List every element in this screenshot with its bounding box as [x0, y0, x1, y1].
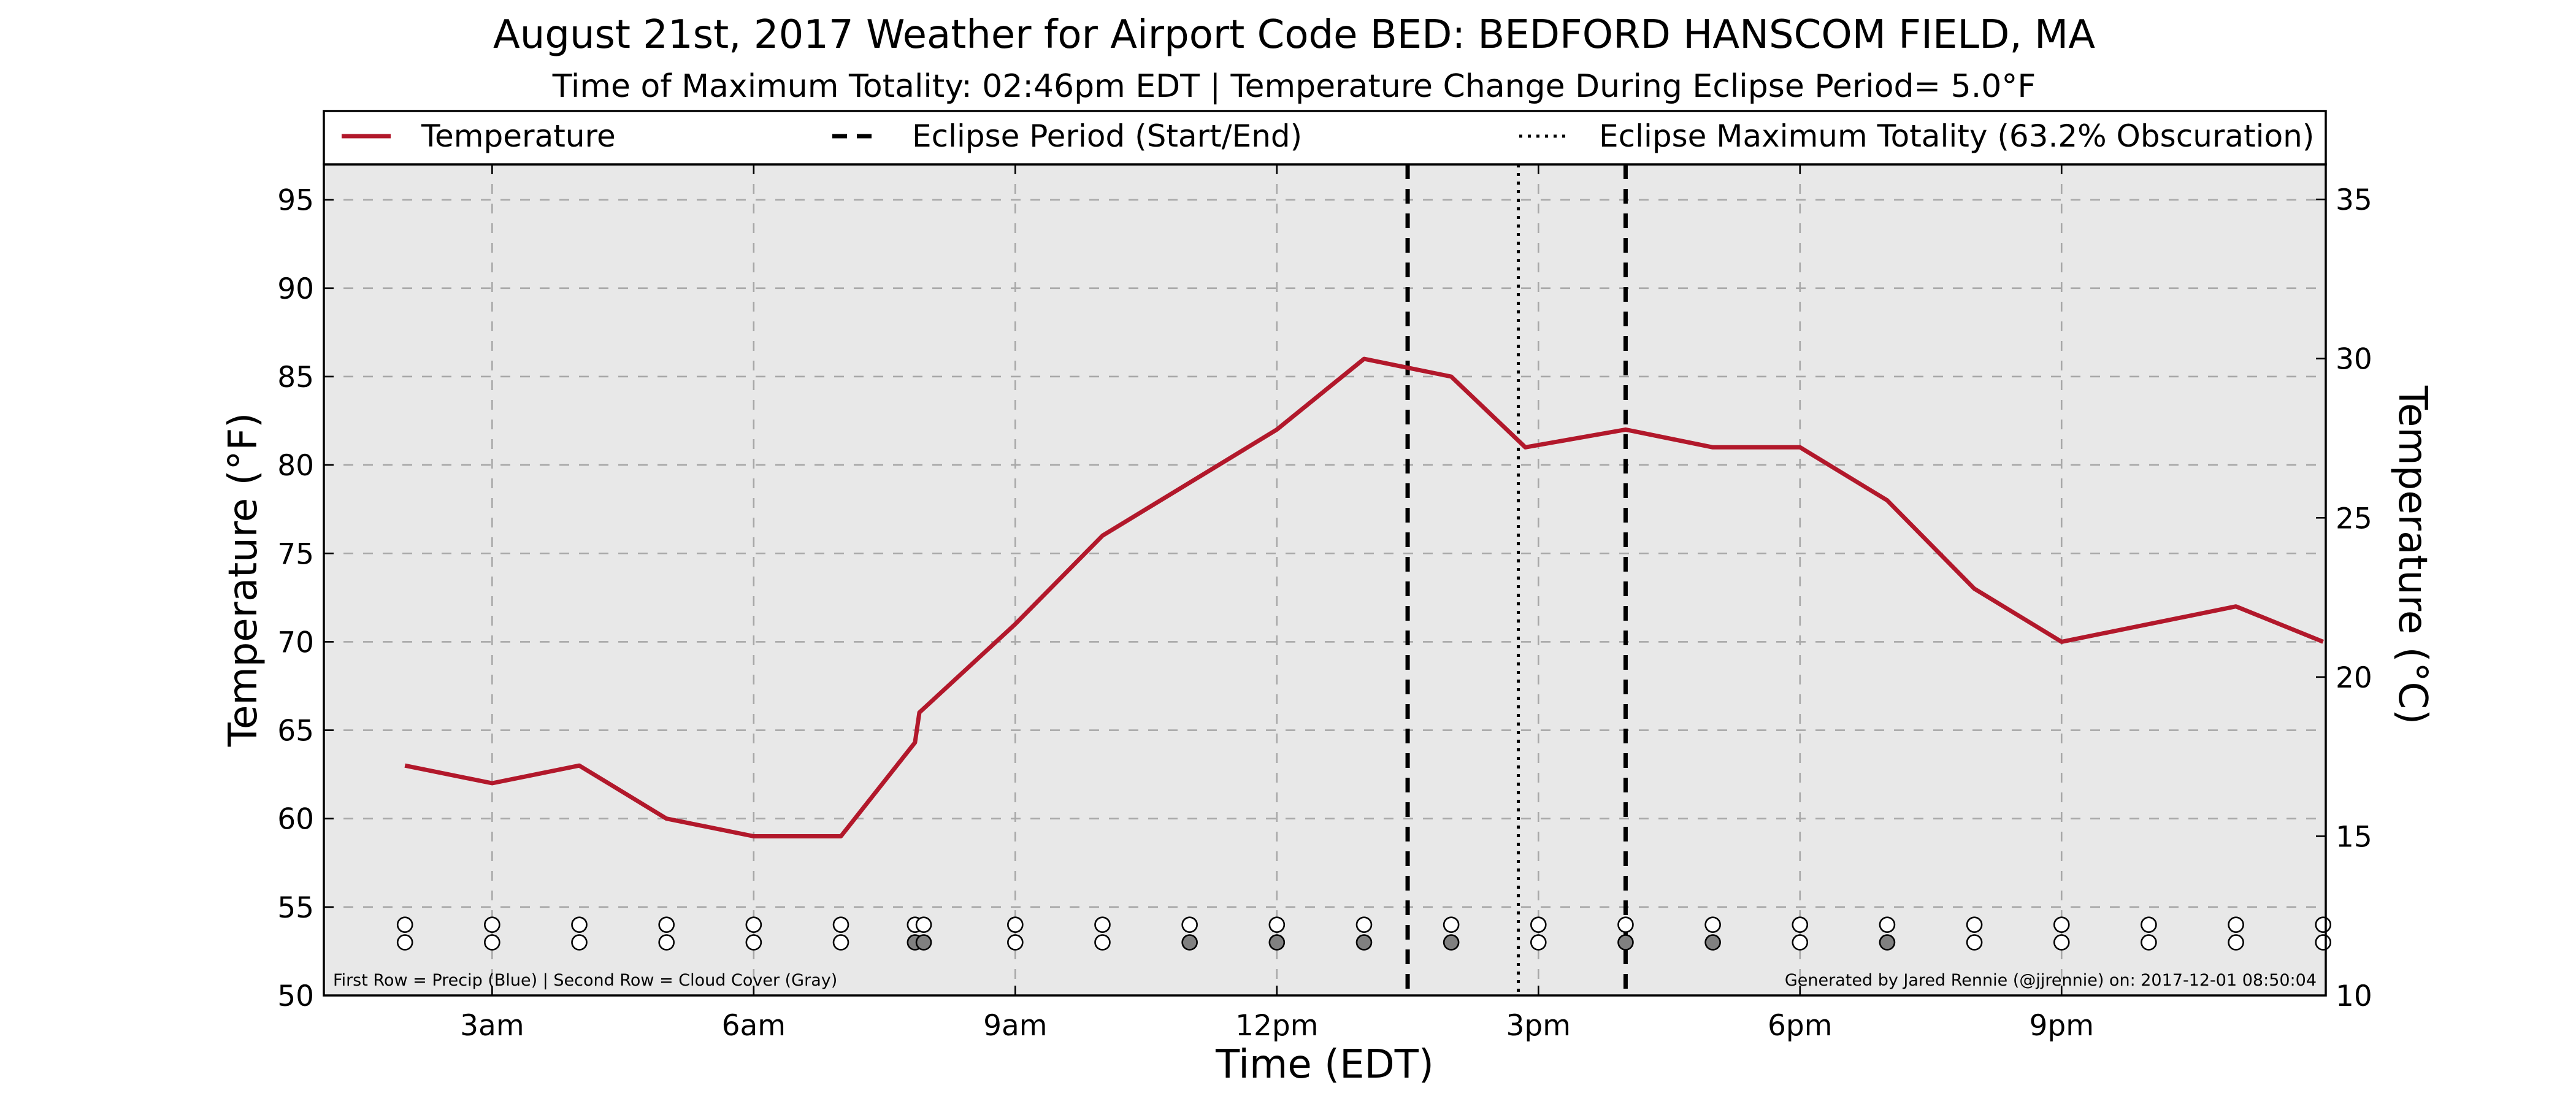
markers-layer: [396, 916, 2332, 951]
y-tick-label: 60: [277, 803, 314, 837]
precip-marker: [2315, 916, 2332, 933]
cloud-cover-marker: [1966, 934, 1983, 951]
y-tick-label: 55: [277, 891, 314, 925]
precip-marker: [1094, 916, 1111, 933]
cloud-cover-marker: [1355, 934, 1373, 951]
plot-area: [324, 164, 2326, 995]
cloud-cover-marker: [1617, 934, 1634, 951]
legend-label-eclipse-period: Eclipse Period (Start/End): [912, 118, 1302, 154]
cloud-cover-marker: [1704, 934, 1721, 951]
series-line-temperature: [404, 356, 2325, 838]
precip-marker: [1355, 916, 1373, 933]
cloud-cover-marker: [484, 934, 500, 951]
precip-marker: [1617, 916, 1634, 933]
y-tick-label: 50: [277, 979, 314, 1013]
cloud-cover-marker: [1181, 934, 1198, 951]
cloud-cover-marker: [2141, 934, 2157, 951]
y-tick-label-right: 20: [2336, 661, 2372, 695]
precip-marker: [1530, 916, 1547, 933]
y-tick-label: 70: [277, 626, 314, 659]
cloud-cover-marker: [2228, 934, 2244, 951]
cloud-cover-marker: [1268, 934, 1286, 951]
cloud-cover-marker: [915, 934, 932, 951]
annotation-rows-key: First Row = Precip (Blue) | Second Row =…: [333, 971, 837, 990]
x-tick-label: 9pm: [2029, 1009, 2094, 1043]
precip-marker: [1443, 916, 1460, 933]
x-axis-label: Time (EDT): [1215, 1042, 1434, 1087]
x-tick-label: 3pm: [1506, 1009, 1571, 1043]
cloud-cover-marker: [1443, 934, 1460, 951]
legend-label-eclipse-max: Eclipse Maximum Totality (63.2% Obscurat…: [1599, 118, 2314, 154]
chart-subtitle: Time of Maximum Totality: 02:46pm EDT | …: [552, 68, 2036, 105]
precip-marker: [832, 916, 849, 933]
precip-marker: [1792, 916, 1809, 933]
y-tick-label: 90: [277, 272, 314, 306]
legend: Temperature Eclipse Period (Start/End) E…: [323, 110, 2327, 166]
cloud-cover-marker: [1792, 934, 1809, 951]
precip-marker: [658, 916, 675, 933]
cloud-cover-marker: [2315, 934, 2332, 951]
precip-marker: [2228, 916, 2244, 933]
precip-marker: [396, 916, 413, 933]
cloud-cover-marker: [1007, 934, 1024, 951]
y-tick-label: 75: [277, 537, 314, 571]
precip-marker: [1007, 916, 1024, 933]
precip-marker: [484, 916, 500, 933]
precip-marker: [1966, 916, 1983, 933]
precip-marker: [915, 916, 932, 933]
grid-layer: 3am 6am 9am 12pm 3pm 6pm 9pm 50 55 60 65 70 75 80 85 90…: [277, 164, 2372, 1043]
legend-label-temperature: Temperature: [421, 118, 616, 154]
y-tick-label-right: 35: [2336, 183, 2372, 217]
cloud-cover-marker: [571, 934, 588, 951]
chart-title: August 21st, 2017 Weather for Airport Co…: [493, 12, 2095, 58]
annotation-generated-by: Generated by Jared Rennie (@jjrennie) on…: [1785, 971, 2317, 990]
cloud-cover-marker: [1879, 934, 1896, 951]
legend-frame: [323, 110, 2327, 166]
precip-marker: [1704, 916, 1721, 933]
y-tick-label-right: 10: [2336, 979, 2372, 1013]
precip-marker: [1181, 916, 1198, 933]
x-tick-label: 12pm: [1235, 1009, 1318, 1043]
x-tick-label: 3am: [460, 1009, 524, 1043]
cloud-cover-marker: [1094, 934, 1111, 951]
y-tick-label-right: 25: [2336, 502, 2372, 535]
precip-marker: [1268, 916, 1286, 933]
cloud-cover-marker: [1530, 934, 1547, 951]
cloud-cover-marker: [832, 934, 849, 951]
precip-marker: [745, 916, 762, 933]
y-tick-label: 80: [277, 449, 314, 483]
cloud-cover-marker: [745, 934, 762, 951]
precip-marker: [2053, 916, 2070, 933]
y-tick-label: 85: [277, 361, 314, 394]
precip-marker: [1879, 916, 1896, 933]
cloud-cover-marker: [658, 934, 675, 951]
x-tick-label: 6am: [722, 1009, 786, 1043]
y-tick-label: 65: [277, 715, 314, 748]
precip-marker: [571, 916, 588, 933]
cloud-cover-marker: [396, 934, 413, 951]
x-tick-label: 9am: [983, 1009, 1048, 1043]
y-axis-label-right: Temperature (°C): [2390, 385, 2435, 724]
y-axis-label-left: Temperature (°F): [221, 413, 266, 748]
y-tick-label-right: 30: [2336, 343, 2372, 377]
marks-layer: [404, 164, 2325, 995]
precip-marker: [2141, 916, 2157, 933]
x-tick-label: 6pm: [1768, 1009, 1833, 1043]
cloud-cover-marker: [2053, 934, 2070, 951]
y-tick-label: 95: [277, 184, 314, 218]
y-tick-label-right: 15: [2336, 820, 2372, 854]
